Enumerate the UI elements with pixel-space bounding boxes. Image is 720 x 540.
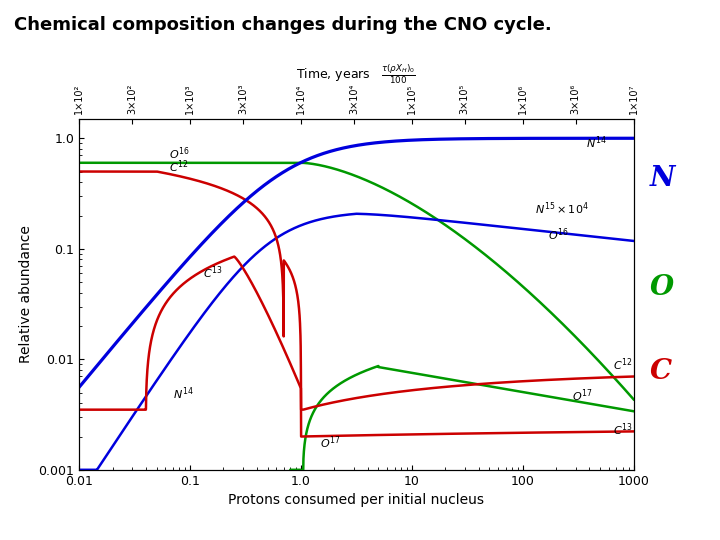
Y-axis label: Relative abundance: Relative abundance — [19, 225, 33, 363]
Text: $C^{13}$: $C^{13}$ — [613, 421, 633, 437]
Text: $N^{14}$: $N^{14}$ — [586, 134, 606, 151]
Text: C: C — [650, 358, 672, 385]
Text: $O^{17}$: $O^{17}$ — [572, 388, 593, 404]
X-axis label: Protons consumed per initial nucleus: Protons consumed per initial nucleus — [228, 493, 485, 507]
Text: $O^{16}$: $O^{16}$ — [169, 146, 190, 163]
Text: $N^{15}\times10^4$: $N^{15}\times10^4$ — [536, 200, 589, 217]
Text: Chemical composition changes during the CNO cycle.: Chemical composition changes during the … — [14, 16, 552, 34]
X-axis label: Time, years   $\frac{\tau(\rho X_H)_0}{100}$: Time, years $\frac{\tau(\rho X_H)_0}{100… — [297, 63, 416, 86]
Text: N: N — [650, 165, 675, 192]
Text: O: O — [650, 274, 675, 301]
Text: $C^{13}$: $C^{13}$ — [203, 264, 222, 281]
Text: $O^{17}$: $O^{17}$ — [320, 434, 341, 451]
Text: $C^{12}$: $C^{12}$ — [169, 158, 189, 175]
Text: $C^{12}$: $C^{12}$ — [613, 357, 632, 373]
Text: $N^{14}$: $N^{14}$ — [173, 386, 194, 402]
Text: $O^{16}$: $O^{16}$ — [548, 227, 569, 244]
